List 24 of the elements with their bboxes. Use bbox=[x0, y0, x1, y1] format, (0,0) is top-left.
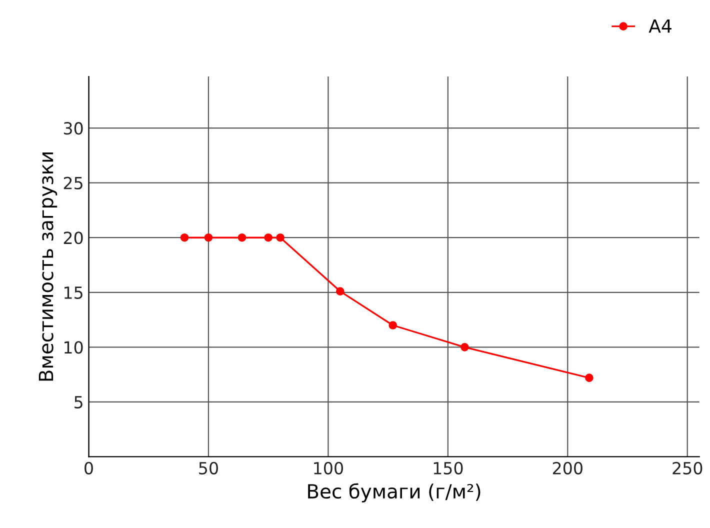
point bbox=[238, 233, 246, 242]
x-tick-label: 200 bbox=[552, 462, 582, 474]
y-tick-label: 30 bbox=[64, 122, 83, 135]
x-axis-title: Вес бумаги (г/м²) bbox=[308, 483, 480, 502]
y-tick-label: 20 bbox=[64, 232, 83, 244]
x-tick-label: 0 bbox=[84, 462, 93, 474]
y-tick-label: 15 bbox=[64, 286, 82, 299]
y-tick-label: 5 bbox=[74, 396, 82, 409]
y-tick-label: 10 bbox=[64, 341, 83, 354]
legend-label: A4 bbox=[648, 19, 672, 33]
x-tick-label: 150 bbox=[434, 462, 463, 474]
x-tick-label: 100 bbox=[314, 462, 343, 474]
point bbox=[276, 233, 284, 242]
point bbox=[180, 233, 189, 242]
point bbox=[388, 321, 398, 330]
point bbox=[264, 233, 273, 242]
y-axis-title: Вместимость загрузки bbox=[38, 152, 58, 381]
point bbox=[460, 342, 469, 352]
x-tick-label: 250 bbox=[672, 462, 702, 474]
point bbox=[336, 287, 344, 296]
point bbox=[204, 233, 213, 242]
x-tick-label: 50 bbox=[199, 462, 218, 474]
y-tick-label: 25 bbox=[64, 176, 82, 190]
point bbox=[585, 374, 594, 382]
